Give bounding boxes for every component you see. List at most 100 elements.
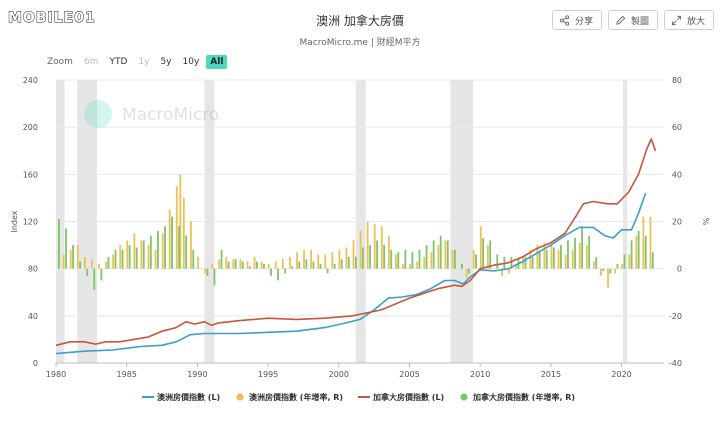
- legend-label: 加拿大房價指數 (L): [372, 392, 444, 402]
- au_yoy-bar: [296, 252, 298, 269]
- zoom-ytd-button[interactable]: YTD: [109, 57, 128, 67]
- ca_yoy-bar: [107, 256, 110, 269]
- au_yoy-bar: [140, 240, 143, 269]
- ca_yoy-bar: [609, 268, 612, 274]
- ca_yoy-bar: [432, 240, 435, 269]
- zoom-10y-button[interactable]: 10y: [182, 57, 200, 67]
- au_yoy-bar: [76, 245, 79, 269]
- au_yoy-bar: [211, 263, 214, 269]
- legend: 澳洲房價指數 (L) 澳洲房價指數 (年增率, R) 加拿大房價指數 (L) 加拿大房…: [142, 392, 575, 402]
- au_yoy-bar: [253, 256, 256, 269]
- right-tick-label: -40: [669, 359, 682, 368]
- zoom-1y-button[interactable]: 1y: [138, 57, 150, 67]
- au_yoy-bar: [232, 259, 235, 269]
- ca_yoy-bar: [248, 266, 251, 269]
- au_yoy-bar: [366, 221, 369, 269]
- right-axis-label: %: [701, 218, 710, 226]
- axes: 1980 1985 1990 1995 2000 2005 2010 2015 20200408…: [10, 76, 710, 379]
- au_yoy-bar: [154, 249, 157, 269]
- au_yoy-bar: [98, 263, 100, 269]
- ca_yoy-bar: [461, 263, 463, 269]
- ca_yoy-bar: [453, 249, 456, 269]
- left-tick-label: 120: [23, 218, 38, 227]
- ca_yoy-bar: [581, 226, 583, 269]
- left-axis-label: Index: [10, 210, 19, 232]
- zoom-all-button[interactable]: All: [206, 55, 228, 69]
- au_yoy-bar: [430, 252, 433, 269]
- ca_yoy-bar: [538, 252, 541, 269]
- right-tick-label: -20: [669, 312, 682, 321]
- au_yoy-bar: [451, 249, 454, 269]
- au_yoy-bar: [204, 268, 206, 274]
- au_yoy-bar: [571, 249, 574, 269]
- x-tick-label: 2020: [611, 370, 631, 379]
- ca_yoy-bar: [149, 235, 152, 269]
- au_yoy-bar: [387, 235, 390, 269]
- ca_yoy-bar: [277, 268, 279, 281]
- au_yoy-bar: [246, 261, 249, 269]
- au_yoy-bar: [536, 245, 539, 269]
- ca_yoy-bar: [171, 216, 173, 269]
- au_yoy-bar: [501, 268, 503, 276]
- right-tick-label: 40: [672, 170, 682, 179]
- legend-label: 澳洲房價指數 (L): [157, 392, 220, 402]
- au_yoy-bar: [409, 263, 411, 269]
- ca_yoy-bar: [637, 230, 640, 269]
- legend-item-au_yoy[interactable]: 澳洲房價指數 (年增率, R): [236, 392, 343, 402]
- au_yoy-bar: [324, 254, 327, 269]
- zoom-5y-button[interactable]: 5y: [160, 57, 172, 67]
- ca_yoy-bar: [644, 235, 647, 269]
- ca_yoy-bar: [376, 240, 378, 269]
- chart-title: 澳洲 加拿大房價: [316, 14, 404, 28]
- au_yoy-bar: [444, 240, 447, 269]
- share-icon: [559, 14, 570, 26]
- au_yoy-bar: [289, 256, 291, 269]
- au_yoy-bar: [168, 209, 171, 269]
- zoom-6m-button[interactable]: 6m: [83, 57, 99, 67]
- ca_yoy-bar: [354, 256, 357, 269]
- ca_yoy-bar: [199, 268, 202, 270]
- au_yoy-bar: [486, 245, 489, 269]
- ca_yoy-bar: [291, 266, 294, 269]
- ca_yoy-bar: [72, 245, 74, 269]
- ca_yoy-bar: [475, 254, 477, 269]
- left-tick-label: 200: [23, 123, 38, 132]
- au_yoy-bar: [593, 261, 595, 269]
- au_yoy-bar: [83, 256, 86, 269]
- ca_yoy-bar: [128, 245, 131, 269]
- right-tick-label: 60: [672, 123, 682, 132]
- ca_yoy-bar: [284, 268, 287, 274]
- ca_yoy-bar: [86, 268, 89, 276]
- au_yoy-bar: [402, 263, 404, 269]
- ca_yoy-bar: [121, 249, 124, 269]
- ca_yoy-bar: [298, 261, 301, 269]
- legend-item-ca_yoy[interactable]: 加拿大房價指數 (年增率, R): [460, 392, 575, 402]
- watermark-text: MacroMicro: [122, 105, 219, 125]
- share-button[interactable]: 分享: [551, 10, 602, 30]
- expand-button[interactable]: 放大: [663, 10, 714, 30]
- site-logo[interactable]: MOBILE01: [8, 6, 96, 30]
- au_yoy-bar: [494, 268, 496, 270]
- x-tick-label: 1995: [258, 370, 278, 379]
- ca_yoy-bar: [58, 219, 60, 269]
- legend-item-au_index[interactable]: 澳洲房價指數 (L): [142, 392, 220, 402]
- ca_yoy-bar: [425, 245, 428, 269]
- edit-chart-button[interactable]: 製圖: [607, 10, 658, 30]
- ca_yoy-bar: [496, 254, 499, 269]
- au_yoy-bar: [614, 268, 617, 274]
- ca_yoy-bar: [369, 245, 371, 269]
- ca_yoy-bar: [220, 249, 223, 269]
- ca_yoy-bar: [552, 247, 555, 269]
- ca_yoy-bar: [595, 256, 598, 269]
- ca_yoy-bar: [602, 268, 605, 272]
- ca_yoy-bar: [390, 249, 393, 269]
- legend-item-ca_index[interactable]: 加拿大房價指數 (L): [358, 392, 444, 402]
- ca_yoy-bar: [65, 228, 67, 269]
- logo-text: MOBILE01: [8, 10, 96, 27]
- au_yoy-bar: [543, 242, 546, 269]
- ca_yoy-bar: [362, 247, 364, 269]
- legend-label: 澳洲房價指數 (年增率, R): [249, 392, 343, 402]
- au_yoy-bar: [225, 256, 228, 269]
- ca_yoy-bar: [100, 268, 103, 281]
